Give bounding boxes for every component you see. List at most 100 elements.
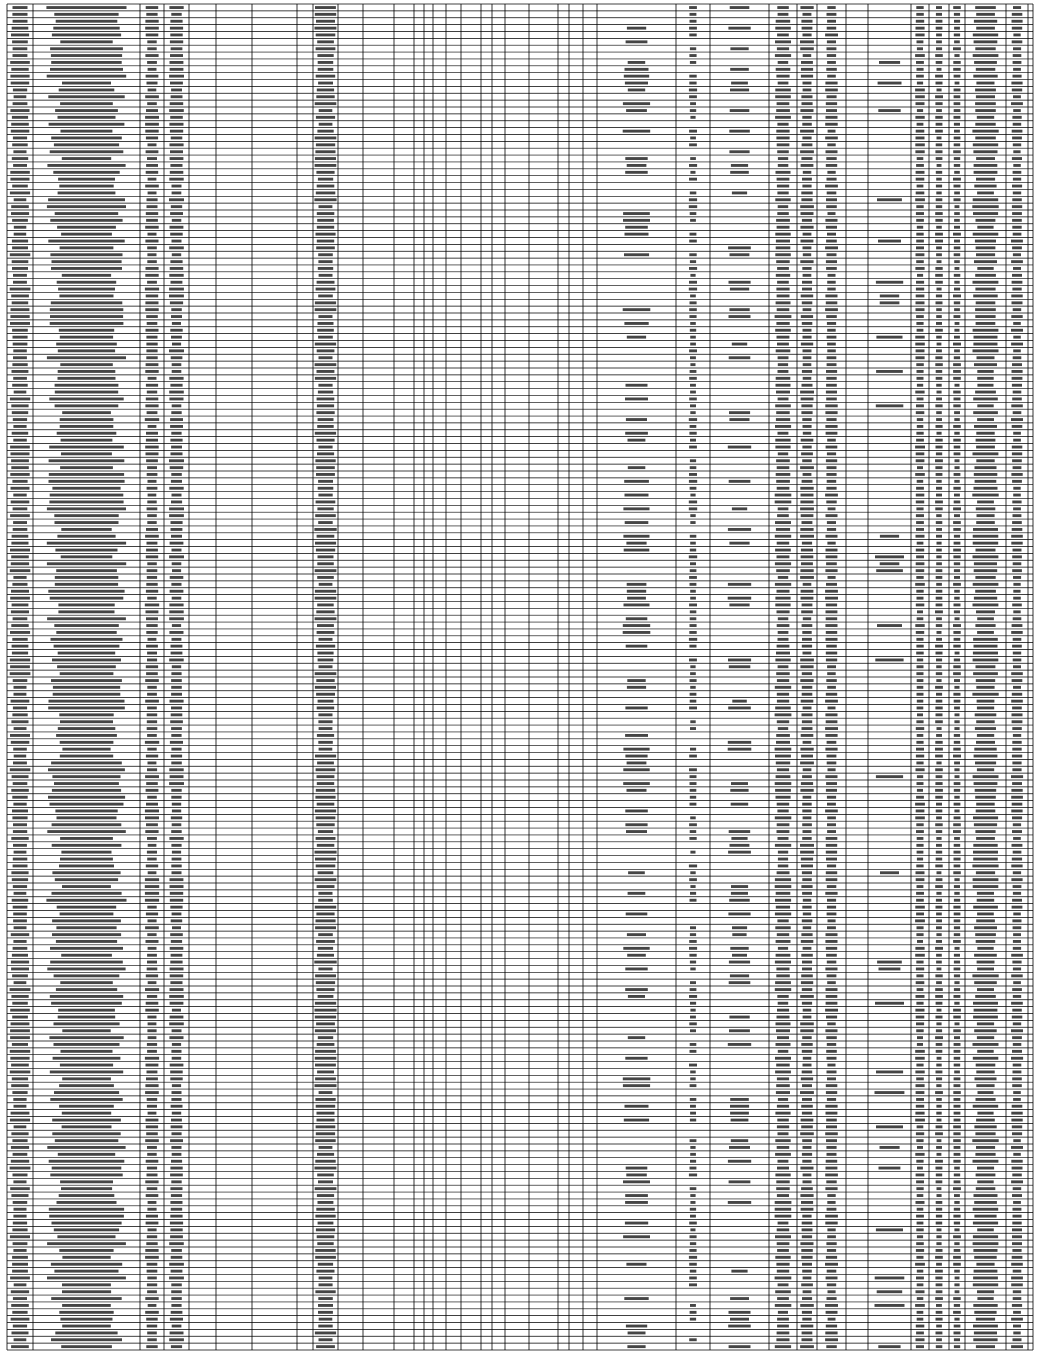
cell-text-mark (954, 218, 960, 222)
cell-text-mark (935, 232, 943, 236)
cell-text-mark (976, 157, 995, 160)
cell-text-mark (59, 418, 114, 421)
cell-text-mark (915, 301, 925, 305)
cell-text-mark (936, 315, 942, 318)
cell-text-mark (775, 328, 791, 332)
cell-text-mark (170, 452, 183, 456)
cell-text-mark (1013, 981, 1021, 985)
cell-text-mark (1011, 1304, 1023, 1307)
cell-text-mark (973, 1304, 998, 1307)
cell-text-mark (11, 1132, 29, 1136)
cell-text-mark (315, 1104, 336, 1108)
cell-text-mark (689, 624, 697, 627)
cell-text-mark (976, 699, 995, 703)
cell-text-mark (52, 775, 121, 779)
cell-text-mark (917, 713, 923, 717)
cell-text-mark (801, 644, 813, 648)
cell-text-mark (169, 287, 184, 291)
cell-text-mark (801, 1001, 813, 1005)
cell-text-mark (689, 109, 697, 112)
cell-text-mark (801, 1283, 813, 1287)
cell-text-mark (935, 699, 943, 703)
cell-text-mark (46, 6, 127, 9)
cell-text-mark (936, 679, 942, 682)
cell-text-mark (1012, 1297, 1022, 1300)
cell-text-mark (55, 548, 118, 552)
cell-text-mark (800, 493, 814, 497)
cell-text-mark (953, 1015, 961, 1019)
cell-text-mark (954, 1194, 960, 1197)
cell-text-mark (775, 418, 791, 421)
cell-text-mark (169, 740, 183, 744)
cell-text-mark (146, 12, 158, 16)
cell-text-mark (800, 534, 814, 538)
cell-text-mark (145, 397, 159, 401)
cell-text-mark (144, 885, 160, 888)
cell-text-mark (776, 1029, 790, 1033)
cell-text-mark (689, 466, 697, 470)
cell-text-mark (46, 356, 126, 360)
cell-text-mark (975, 665, 996, 669)
cell-text-mark (826, 857, 837, 861)
cell-text-mark (953, 857, 961, 861)
cell-text-mark (731, 837, 748, 840)
cell-text-mark (936, 891, 942, 895)
cell-text-mark (953, 1125, 961, 1129)
cell-text-mark (916, 40, 924, 44)
cell-text-mark (12, 1221, 28, 1225)
cell-text-mark (800, 466, 814, 470)
cell-text-mark (916, 67, 924, 71)
cell-text-mark (53, 644, 120, 648)
cell-text-mark (10, 445, 30, 449)
cell-text-mark (1011, 1111, 1023, 1115)
cell-text-mark (690, 335, 696, 339)
cell-text-mark (145, 301, 159, 305)
cell-text-mark (775, 1235, 791, 1239)
cell-text-mark (774, 1345, 792, 1349)
cell-text-mark (1011, 370, 1023, 373)
cell-text-mark (975, 940, 996, 943)
cell-text-mark (802, 823, 812, 827)
cell-text-mark (916, 795, 924, 799)
cell-text-mark (975, 576, 996, 579)
cell-text-mark (1012, 356, 1022, 360)
cell-text-mark (775, 905, 791, 909)
cell-text-mark (1012, 816, 1023, 820)
cell-text-mark (802, 473, 812, 476)
cell-text-mark (827, 1201, 836, 1204)
cell-text-mark (916, 898, 924, 902)
cell-text-mark (54, 212, 119, 215)
cell-text-mark (169, 6, 184, 9)
cell-text-mark (689, 692, 697, 696)
cell-text-mark (689, 315, 697, 318)
cell-text-mark (689, 1235, 697, 1239)
cell-text-mark (800, 150, 814, 154)
cell-text-mark (936, 253, 942, 257)
cell-text-mark (801, 919, 813, 923)
cell-text-mark (916, 720, 924, 724)
cell-text-mark (825, 637, 838, 641)
cell-text-mark (688, 1173, 698, 1177)
cell-text-mark (826, 782, 837, 785)
cell-text-mark (936, 843, 942, 847)
cell-text-mark (145, 1091, 159, 1094)
cell-text-mark (171, 253, 182, 257)
cell-text-mark (728, 960, 751, 964)
cell-text-mark (315, 644, 336, 648)
cell-text-mark (689, 1249, 697, 1252)
cell-text-mark (49, 500, 124, 504)
cell-text-mark (316, 397, 335, 401)
cell-text-mark (48, 479, 125, 483)
cell-text-mark (800, 548, 813, 552)
cell-text-mark (777, 356, 789, 360)
cell-text-mark (689, 878, 697, 882)
cell-text-mark (316, 1043, 335, 1046)
cell-text-mark (973, 782, 998, 785)
cell-text-mark (689, 617, 697, 621)
cell-text-mark (802, 418, 812, 421)
cell-text-mark (60, 102, 113, 106)
cell-text-mark (1012, 74, 1022, 78)
cell-text-mark (169, 891, 184, 895)
cell-text-mark (169, 349, 184, 353)
cell-text-mark (170, 115, 183, 119)
